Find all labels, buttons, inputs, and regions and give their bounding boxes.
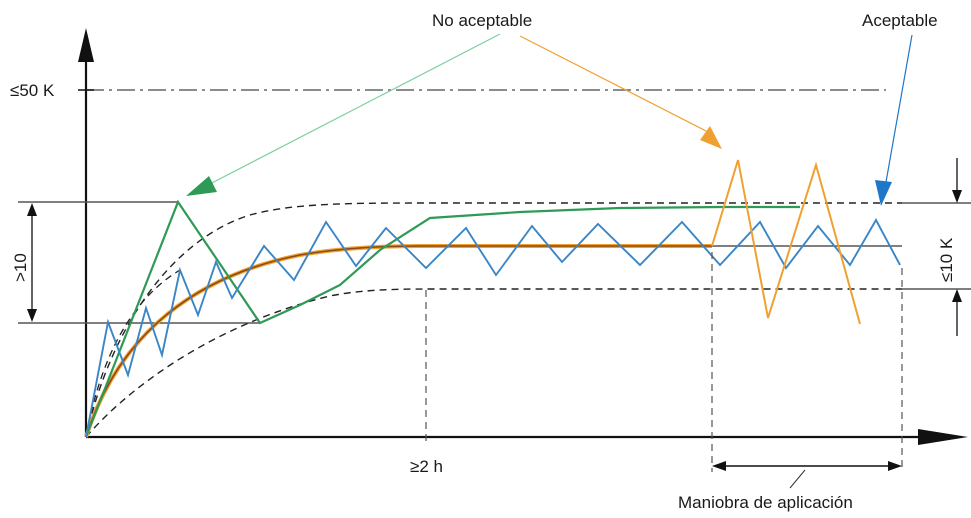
acceptable-pointer [885,34,913,183]
max-temperature-label: ≤50 K [10,81,55,100]
orange-curve [711,159,861,325]
green-curve [84,199,800,438]
y-axis-arrow-icon [78,28,94,62]
band-left-arrow-down-icon [27,309,37,322]
mean-temperature-curve-core [85,245,712,438]
band-right-arrow-down-icon [952,190,962,203]
band-right-arrow-up-icon [952,289,962,302]
band-right-label: ≤10 K [937,237,956,282]
not-acceptable-label: No aceptable [432,11,532,30]
not-acceptable-arrow-green-icon [186,176,217,196]
not-acceptable-pointer-orange [519,35,709,133]
not-acceptable-arrow-orange-icon [700,126,722,149]
operation-arrow-left-icon [712,461,726,471]
operation-label: Maniobra de aplicación [678,493,853,512]
blue-curve [85,218,901,438]
time-label: ≥2 h [410,457,443,476]
operation-leader [789,469,806,489]
band-left-arrow-up-icon [27,203,37,216]
operation-arrow-right-icon [888,461,902,471]
acceptable-label: Aceptable [862,11,938,30]
lower-envelope-curve [85,288,902,438]
acceptable-arrow-icon [875,180,892,206]
band-left-label: >10 [11,253,30,282]
not-acceptable-pointer-green [205,33,501,187]
upper-envelope-curve [85,202,902,438]
x-axis-arrow-icon [918,429,968,445]
